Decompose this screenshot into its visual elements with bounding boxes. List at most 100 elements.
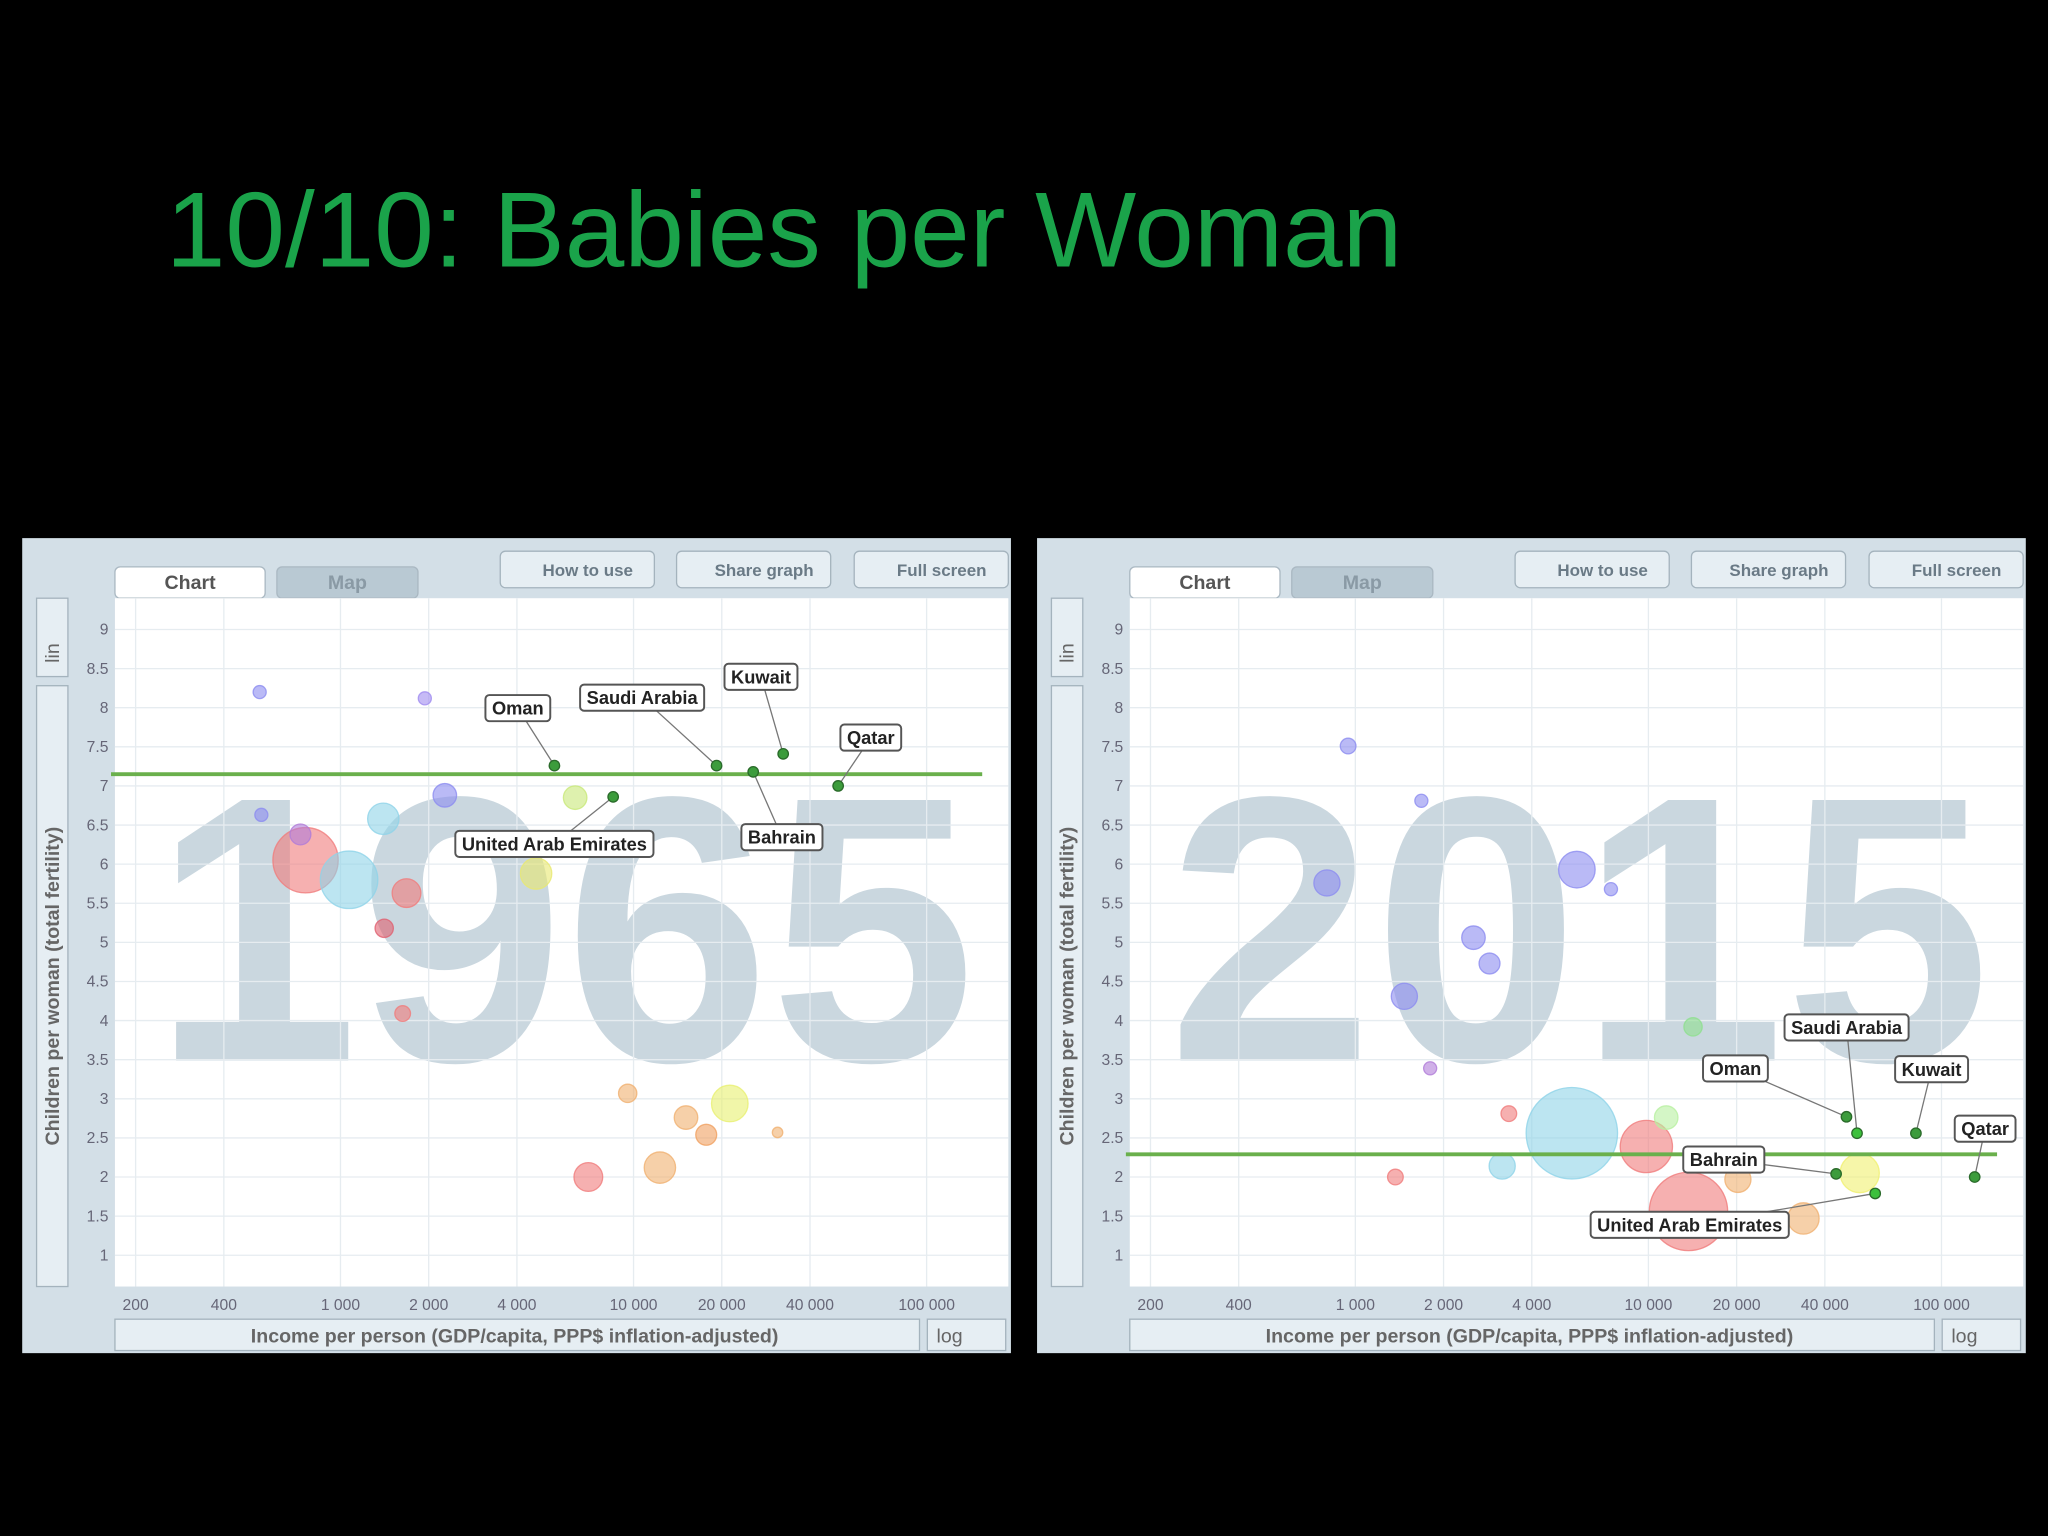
toolbar-button[interactable] bbox=[853, 550, 1009, 589]
country-label: Bahrain bbox=[748, 827, 816, 848]
country-label: Kuwait bbox=[731, 666, 791, 687]
country-label: Qatar bbox=[847, 727, 895, 748]
y-tick-label: 3 bbox=[1115, 1091, 1124, 1108]
toolbar-button[interactable] bbox=[499, 550, 656, 589]
y-tick-label: 8.5 bbox=[87, 661, 109, 678]
bubble bbox=[771, 1126, 784, 1139]
y-tick-label: 8 bbox=[1115, 700, 1124, 717]
x-tick-label: 40 000 bbox=[786, 1297, 834, 1314]
country-label: Bahrain bbox=[1690, 1149, 1758, 1170]
country-point bbox=[747, 765, 760, 778]
y-scale-control[interactable] bbox=[35, 597, 69, 678]
label-connector bbox=[1845, 1027, 1858, 1134]
country-label: United Arab Emirates bbox=[1597, 1214, 1782, 1235]
y-axis-label: Children per woman (total fertility) bbox=[1057, 827, 1079, 1146]
y-tick-label: 7 bbox=[1115, 778, 1124, 795]
toolbar-button[interactable] bbox=[675, 550, 832, 589]
x-tick-label: 1 000 bbox=[1336, 1297, 1375, 1314]
y-tick-label: 5 bbox=[100, 935, 109, 952]
bubble bbox=[1619, 1119, 1674, 1174]
x-scale-control[interactable] bbox=[1941, 1318, 2022, 1352]
y-tick-label: 5.5 bbox=[87, 895, 109, 912]
toolbar-button-label: Share graph bbox=[1729, 561, 1828, 580]
bubble bbox=[710, 1084, 749, 1123]
tab-label: Chart bbox=[1179, 572, 1231, 594]
country-label: Qatar bbox=[1961, 1118, 2009, 1139]
country-point bbox=[548, 759, 561, 772]
bubble bbox=[1488, 1152, 1516, 1180]
x-tick-label: 2 000 bbox=[1424, 1297, 1463, 1314]
bubble bbox=[643, 1151, 677, 1184]
y-tick-label: 6.5 bbox=[1101, 817, 1123, 834]
y-scale-control[interactable] bbox=[1050, 597, 1084, 678]
bubble bbox=[1653, 1105, 1679, 1130]
year-watermark: 2015 bbox=[1168, 719, 1991, 1142]
bubble bbox=[573, 1162, 604, 1193]
bubble bbox=[1603, 881, 1619, 897]
country-label: Saudi Arabia bbox=[1791, 1017, 1903, 1038]
y-tick-label: 1.5 bbox=[1101, 1208, 1123, 1225]
toolbar-button-label: How to use bbox=[542, 561, 633, 580]
chart-panel: Chart Map How to use Share graph Full screen… bbox=[22, 538, 1011, 1354]
slide-title: 10/10: Babies per Woman bbox=[166, 169, 1402, 289]
bubble bbox=[1557, 850, 1596, 889]
bubble bbox=[1339, 737, 1357, 755]
x-scale-control[interactable] bbox=[926, 1318, 1007, 1352]
bubble bbox=[1525, 1086, 1619, 1180]
toolbar-button-label: Full screen bbox=[1912, 561, 2002, 580]
y-axis-label: Children per woman (total fertility) bbox=[42, 827, 64, 1146]
y-label-bar[interactable] bbox=[1050, 685, 1084, 1288]
y-tick-label: 4.5 bbox=[1101, 974, 1123, 991]
country-label: Saudi Arabia bbox=[587, 687, 699, 708]
x-tick-label: 4 000 bbox=[1512, 1297, 1551, 1314]
toolbar-button[interactable] bbox=[1690, 550, 1847, 589]
bubble bbox=[289, 823, 312, 846]
toolbar-button[interactable] bbox=[1514, 550, 1670, 589]
toolbar-button[interactable] bbox=[1868, 550, 2024, 589]
country-label-box bbox=[1953, 1114, 2017, 1143]
x-label-bar[interactable] bbox=[114, 1318, 921, 1352]
bubble bbox=[1386, 1168, 1404, 1186]
toolbar-button-label: How to use bbox=[1557, 561, 1648, 580]
bubble bbox=[432, 782, 458, 808]
tab-label: Chart bbox=[164, 572, 216, 594]
x-tick-label: 40 000 bbox=[1801, 1297, 1849, 1314]
country-point bbox=[777, 747, 790, 760]
bubble bbox=[617, 1083, 638, 1104]
bubble bbox=[394, 1005, 412, 1023]
country-point bbox=[710, 759, 723, 772]
country-point bbox=[832, 780, 845, 792]
bubble bbox=[562, 785, 588, 811]
bubble bbox=[319, 850, 379, 910]
country-label: Oman bbox=[1710, 1058, 1762, 1079]
y-tick-label: 2 bbox=[1115, 1169, 1124, 1186]
bubble bbox=[1313, 869, 1341, 897]
y-tick-label: 2.5 bbox=[1101, 1130, 1123, 1147]
country-label-box bbox=[1589, 1210, 1790, 1239]
country-label: United Arab Emirates bbox=[462, 833, 647, 854]
y-tick-label: 9 bbox=[100, 622, 109, 639]
x-scale-label: log bbox=[936, 1326, 962, 1348]
country-point bbox=[1968, 1171, 1981, 1183]
country-label-box bbox=[1894, 1055, 1970, 1084]
country-point bbox=[1851, 1127, 1863, 1140]
y-tick-label: 2 bbox=[100, 1169, 109, 1186]
x-axis-label: Income per person (GDP/capita, PPP$ infl… bbox=[1266, 1326, 1794, 1348]
x-tick-label: 20 000 bbox=[1713, 1297, 1761, 1314]
country-point bbox=[1869, 1187, 1882, 1200]
country-label: Oman bbox=[492, 698, 544, 719]
chart-panel: Chart Map How to use Share graph Full screen… bbox=[1037, 538, 2026, 1354]
x-label-bar[interactable] bbox=[1129, 1318, 1936, 1352]
x-tick-label: 200 bbox=[1137, 1297, 1163, 1314]
y-tick-label: 3.5 bbox=[1101, 1052, 1123, 1069]
y-tick-label: 8.5 bbox=[1101, 661, 1123, 678]
x-tick-label: 1 000 bbox=[321, 1297, 360, 1314]
y-tick-label: 4 bbox=[1115, 1013, 1124, 1030]
x-tick-label: 10 000 bbox=[610, 1297, 658, 1314]
bubble bbox=[695, 1123, 718, 1146]
y-label-bar[interactable] bbox=[35, 685, 69, 1288]
bubble bbox=[1839, 1152, 1880, 1194]
country-label-box bbox=[740, 823, 824, 852]
